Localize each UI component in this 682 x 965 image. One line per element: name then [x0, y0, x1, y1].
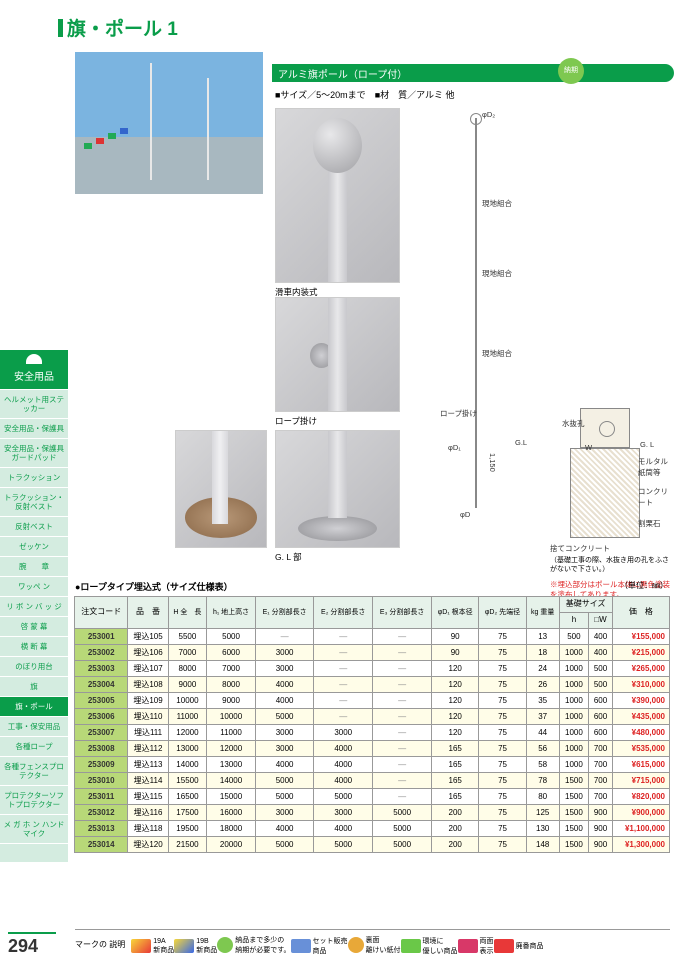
- detail-photo-base1: [175, 430, 267, 548]
- legend-badge: 両面 表示: [458, 936, 494, 956]
- sidebar-item[interactable]: 反射ベスト: [0, 517, 68, 536]
- page-number: 294: [8, 932, 56, 957]
- sidebar-item[interactable]: トラクッション: [0, 468, 68, 487]
- table-row: 253012埋込11617500160003000300050002007512…: [75, 805, 670, 821]
- sidebar-item[interactable]: 旗・ポール: [0, 697, 68, 716]
- legend-badge: 19A 新商品: [131, 938, 174, 955]
- table-title: ●ロープタイプ埋込式（サイズ仕様表）: [75, 580, 233, 593]
- sidebar-item[interactable]: ワッペ ン: [0, 577, 68, 596]
- table-row: 253004埋込108900080004000——12075261000500¥…: [75, 677, 670, 693]
- legend-badge: 19B 新商品: [174, 938, 217, 955]
- product-specs: ■サイズ／5～20mまで ■材 質／アルミ 他: [275, 88, 455, 101]
- th-D1: φD₁ 根本径: [432, 597, 479, 629]
- table-row: 253014埋込12021500200005000500050002007514…: [75, 837, 670, 853]
- table-row: 253005埋込1091000090004000——12075351000600…: [75, 693, 670, 709]
- th-base: 基礎サイズ: [559, 597, 612, 613]
- th-code: 注文コード: [75, 597, 128, 629]
- legend-badge: 納品まで多少の 納期が必要です。: [217, 935, 290, 955]
- page-title: 旗・ポール 1: [0, 0, 682, 47]
- th-base-h: h: [559, 613, 589, 629]
- table-row: 253007埋込111120001100030003000—1207544100…: [75, 725, 670, 741]
- table-unit: （単位：㎜）: [620, 580, 668, 591]
- sidebar-item[interactable]: 腕 章: [0, 557, 68, 576]
- sidebar-item[interactable]: 安全用品・保護具ガードパッド: [0, 439, 68, 467]
- table-row: 253002埋込106700060003000——9075181000400¥2…: [75, 645, 670, 661]
- technical-diagram: φD₂ 現地組合 現地組合 現地組合 ロープ掛け φD₁ φD 1,150 G.…: [420, 108, 670, 568]
- sidebar-item[interactable]: 工事・保安用品: [0, 717, 68, 736]
- th-kg: kg 重量: [526, 597, 559, 629]
- legend-badge: 環境に 優しい商品: [401, 936, 458, 956]
- sidebar-item[interactable]: 横 断 幕: [0, 637, 68, 656]
- diagram-note: （基礎工事の際、水抜き用の孔をふさがないで下さい。）: [550, 556, 670, 574]
- table-row: 253006埋込11011000100005000——1207537100060…: [75, 709, 670, 725]
- caption-d4: G. L 部: [275, 551, 302, 563]
- legend-badge: 裏面 離けい紙付: [348, 935, 401, 955]
- hero-photo: [75, 52, 263, 194]
- th-E2: E₂ 分割部長さ: [314, 597, 373, 629]
- th-h1: h₁ 地上高さ: [207, 597, 256, 629]
- th-base-w: □W: [589, 613, 612, 629]
- detail-photo-base2: [275, 430, 400, 548]
- detail-photo-mid: [275, 297, 400, 412]
- sidebar-item[interactable]: 各種フェンスプロテクター: [0, 757, 68, 785]
- sidebar-item[interactable]: 各種ロープ: [0, 737, 68, 756]
- nouki-badge-icon: 納期: [558, 58, 584, 84]
- spec-table: 注文コード 品 番 H 全 長 h₁ 地上高さ E₁ 分割部長さ E₂ 分割部長…: [74, 596, 670, 853]
- product-name: アルミ旗ポール（ロープ付）: [278, 70, 407, 81]
- sidebar-item[interactable]: トラクッション・反射ベスト: [0, 488, 68, 516]
- legend-badge: 廃番商品: [494, 939, 544, 953]
- th-E1: E₁ 分割部長さ: [255, 597, 313, 629]
- sidebar-item[interactable]: のぼり用台: [0, 657, 68, 676]
- table-row: 253009埋込113140001300040004000—1657558100…: [75, 757, 670, 773]
- sidebar-item[interactable]: ヘルメット用ステッカー: [0, 390, 68, 418]
- caption-d2: ロープ掛け: [275, 415, 317, 427]
- table-row: 253013埋込11819500180004000400050002007513…: [75, 821, 670, 837]
- sidebar-item[interactable]: ゼッケン: [0, 537, 68, 556]
- table-row: 253008埋込112130001200030004000—1657556100…: [75, 741, 670, 757]
- sidebar-item[interactable]: 旗: [0, 677, 68, 696]
- sidebar-item[interactable]: [0, 844, 68, 862]
- detail-photo-top: [275, 108, 400, 283]
- legend-label: マークの 説明: [75, 941, 125, 950]
- th-price: 価 格: [612, 597, 669, 629]
- sidebar-item[interactable]: 安全用品・保護具: [0, 419, 68, 438]
- th-H: H 全 長: [168, 597, 207, 629]
- sidebar-item[interactable]: プロテクターソフトプロテクター: [0, 786, 68, 814]
- product-header: アルミ旗ポール（ロープ付） 納期: [272, 64, 674, 82]
- sidebar: 安全用品 ヘルメット用ステッカー安全用品・保護具安全用品・保護具ガードパッドトラ…: [0, 350, 68, 862]
- table-row: 253003埋込107800070003000——12075241000500¥…: [75, 661, 670, 677]
- th-E3: E₃ 分割部長さ: [373, 597, 432, 629]
- legend-badge: セット販売 商品: [291, 936, 348, 956]
- table-row: 253010埋込114155001400050004000—1657578150…: [75, 773, 670, 789]
- table-row: 253011埋込115165001500050005000—1657580150…: [75, 789, 670, 805]
- sidebar-item[interactable]: メ ガ ホ ン ハンドマイク: [0, 815, 68, 843]
- legend-bar: マークの 説明 19A 新商品19B 新商品納品まで多少の 納期が必要です。セッ…: [75, 929, 670, 957]
- sidebar-category: 安全用品: [0, 350, 68, 389]
- sidebar-item[interactable]: リ ボ ン バ ッ ジ: [0, 597, 68, 616]
- sidebar-item[interactable]: 啓 蒙 幕: [0, 617, 68, 636]
- table-row: 253001埋込10555005000———907513500400¥155,0…: [75, 629, 670, 645]
- th-D2: φD₂ 先端径: [479, 597, 527, 629]
- th-model: 品 番: [128, 597, 168, 629]
